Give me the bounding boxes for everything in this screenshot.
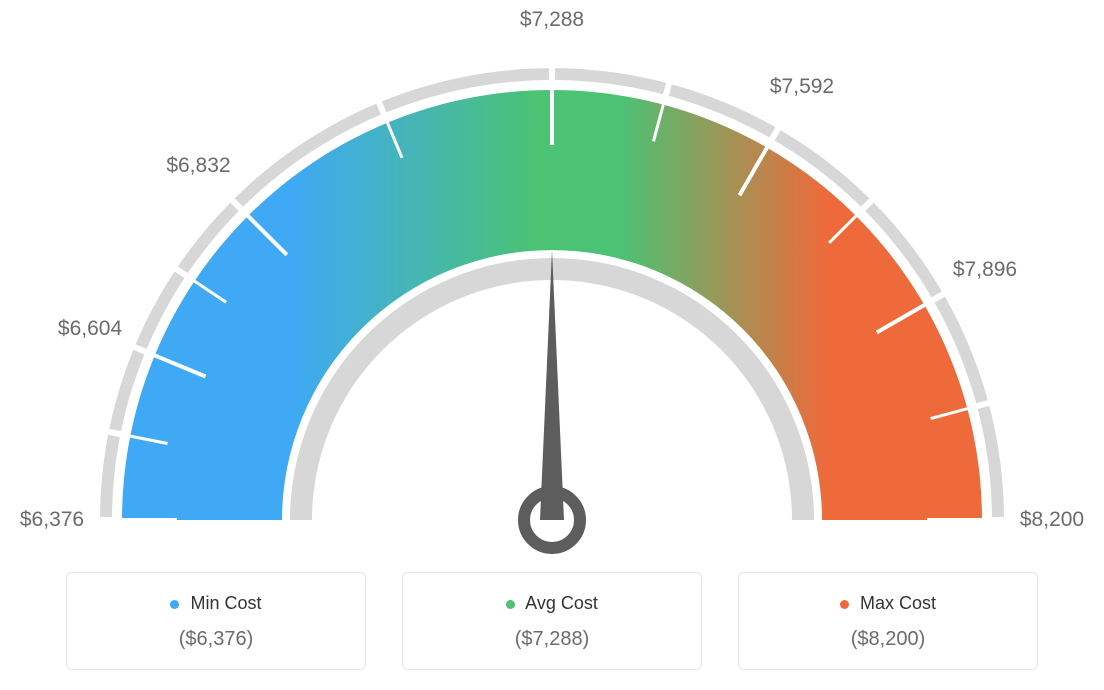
avg-cost-value: ($7,288): [413, 628, 691, 651]
max-dot-icon: [840, 600, 849, 609]
gauge-tick-label: $7,288: [520, 8, 584, 32]
gauge-svg: [0, 0, 1104, 560]
max-cost-title: Max Cost: [749, 593, 1027, 614]
min-cost-value: ($6,376): [77, 628, 355, 651]
avg-cost-card: Avg Cost ($7,288): [402, 572, 702, 670]
gauge-tick-label: $7,592: [770, 75, 834, 99]
min-dot-icon: [170, 600, 179, 609]
gauge-chart-container: $6,376 $6,604 $6,832 $7,288 $7,592 $7,896 $8,2…: [0, 0, 1104, 690]
max-cost-card: Max Cost ($8,200): [738, 572, 1038, 670]
max-cost-value: ($8,200): [749, 628, 1027, 651]
avg-cost-title: Avg Cost: [413, 593, 691, 614]
min-cost-card: Min Cost ($6,376): [66, 572, 366, 670]
summary-cards: Min Cost ($6,376) Avg Cost ($7,288) Max …: [0, 572, 1104, 670]
gauge-tick-label: $6,376: [20, 508, 84, 532]
min-cost-title: Min Cost: [77, 593, 355, 614]
max-cost-label: Max Cost: [860, 593, 936, 613]
gauge-tick-label: $8,200: [1020, 508, 1084, 532]
gauge-area: $6,376 $6,604 $6,832 $7,288 $7,592 $7,896 $8,2…: [0, 0, 1104, 560]
avg-cost-label: Avg Cost: [525, 593, 598, 613]
min-cost-label: Min Cost: [191, 593, 262, 613]
avg-dot-icon: [506, 600, 515, 609]
gauge-tick-label: $6,832: [166, 154, 230, 178]
gauge-tick-label: $7,896: [953, 258, 1017, 282]
gauge-tick-label: $6,604: [58, 317, 122, 341]
